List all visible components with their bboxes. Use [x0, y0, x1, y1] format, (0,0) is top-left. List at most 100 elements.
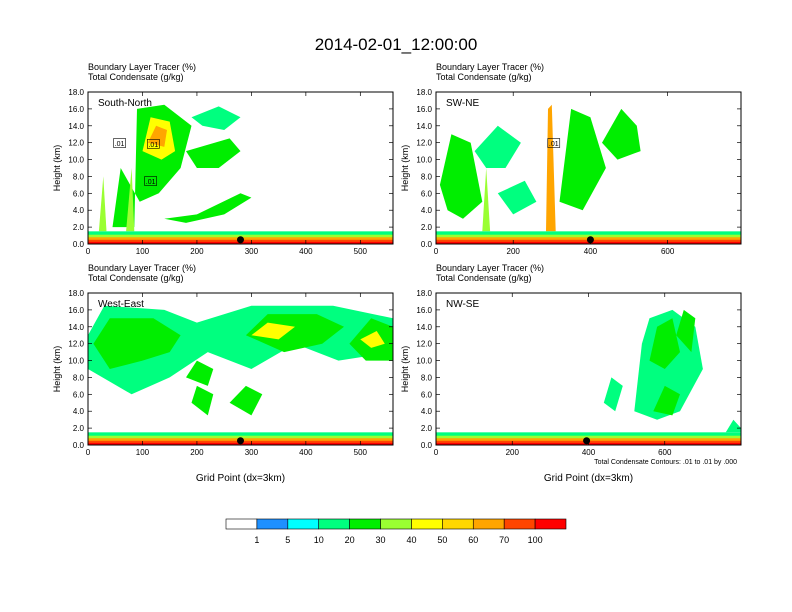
- panel-label: SW-NE: [446, 98, 479, 109]
- y-tick-label: 10.0: [416, 156, 432, 165]
- panel-2: Boundary Layer Tracer (%)Total Condensat…: [52, 263, 394, 484]
- contour-label-box: [547, 138, 561, 148]
- y-tick-label: 8.0: [421, 172, 433, 181]
- colorbar-label: 20: [345, 535, 355, 545]
- field-region: [164, 193, 252, 223]
- x-tick-label: 300: [245, 247, 259, 256]
- y-tick-label: 16.0: [68, 306, 84, 315]
- y-axis-label: Height (km): [400, 145, 410, 192]
- colorbar-box: [534, 518, 567, 530]
- x-tick-label: 0: [86, 448, 91, 457]
- colorbar-label: 50: [437, 535, 447, 545]
- field-region: [147, 125, 167, 147]
- y-tick-label: 2.0: [421, 223, 433, 232]
- panel-1: Boundary Layer Tracer (%)Total Condensat…: [400, 62, 742, 256]
- panels: Boundary Layer Tracer (%)Total Condensat…: [52, 62, 742, 484]
- y-tick-label: 8.0: [73, 373, 85, 382]
- x-tick-label: 500: [354, 247, 368, 256]
- colorbar-label: 30: [376, 535, 386, 545]
- y-tick-label: 12.0: [68, 340, 84, 349]
- colorbar-label: 40: [406, 535, 416, 545]
- colorbar-label: 1: [254, 535, 259, 545]
- surface-marker: [237, 437, 244, 445]
- x-tick-label: 400: [584, 247, 598, 256]
- y-tick-label: 0.0: [73, 240, 85, 249]
- field-region: [559, 108, 606, 211]
- contour-label: .01: [549, 141, 559, 148]
- x-tick-label: 400: [299, 247, 313, 256]
- field-region: [474, 125, 521, 168]
- x-tick-label: 200: [506, 448, 520, 457]
- field-region: [93, 318, 181, 369]
- x-tick-label: 0: [86, 247, 91, 256]
- x-tick-label: 400: [299, 448, 313, 457]
- y-tick-label: 4.0: [421, 206, 433, 215]
- field-region: [191, 385, 214, 416]
- colorbar-box: [318, 518, 350, 530]
- y-tick-label: 16.0: [416, 306, 432, 315]
- contour-note: Total Condensate Contours: .01 to .01 by…: [594, 459, 737, 466]
- colorbar-label: 10: [314, 535, 324, 545]
- panel-header: Boundary Layer Tracer (%): [436, 263, 544, 273]
- colorbar-box: [503, 518, 536, 530]
- field-region: [186, 360, 214, 386]
- x-tick-label: 500: [354, 448, 368, 457]
- y-tick-label: 18.0: [68, 88, 84, 97]
- y-tick-label: 0.0: [73, 441, 85, 450]
- field-region: [653, 385, 680, 416]
- x-axis-label: Grid Point (dx=3km): [544, 473, 633, 484]
- plot-frame: [435, 91, 742, 245]
- y-tick-label: 0.0: [421, 240, 433, 249]
- x-tick-label: 0: [434, 247, 439, 256]
- panel-header: Total Condensate (g/kg): [436, 273, 532, 283]
- colorbar: 1 5 10 20 30 40 50 60 70 100: [225, 518, 567, 545]
- panel-header: Boundary Layer Tracer (%): [436, 62, 544, 72]
- y-tick-label: 18.0: [416, 88, 432, 97]
- field-region: [603, 377, 623, 412]
- colorbar-box: [349, 518, 381, 530]
- y-tick-label: 16.0: [416, 105, 432, 114]
- y-tick-label: 10.0: [68, 357, 84, 366]
- plot-frame: [87, 91, 394, 245]
- panel-header: Total Condensate (g/kg): [88, 273, 184, 283]
- x-tick-label: 200: [507, 247, 521, 256]
- x-tick-label: 0: [434, 448, 439, 457]
- x-tick-label: 300: [245, 448, 259, 457]
- boundary-layer-band: [436, 241, 741, 244]
- y-tick-label: 8.0: [421, 373, 433, 382]
- y-axis-label: Height (km): [400, 346, 410, 393]
- y-tick-label: 2.0: [421, 424, 433, 433]
- y-tick-label: 4.0: [73, 206, 85, 215]
- field-region: [360, 331, 385, 348]
- colorbar-box: [225, 518, 258, 530]
- field-region: [186, 138, 241, 168]
- y-tick-label: 16.0: [68, 105, 84, 114]
- panel-0: Boundary Layer Tracer (%)Total Condensat…: [52, 62, 394, 256]
- y-axis-label: Height (km): [52, 346, 62, 393]
- x-tick-label: 200: [190, 247, 204, 256]
- y-tick-label: 18.0: [68, 289, 84, 298]
- y-tick-label: 12.0: [68, 139, 84, 148]
- x-tick-label: 200: [190, 448, 204, 457]
- colorbar-label: 70: [499, 535, 509, 545]
- panel-label: West-East: [98, 299, 144, 310]
- field-region: [251, 322, 295, 340]
- field-region: [497, 180, 537, 215]
- plot-area: [436, 293, 741, 445]
- surface-marker: [583, 437, 591, 445]
- colorbar-box: [472, 518, 505, 530]
- colorbar-box: [256, 518, 289, 530]
- y-axis-label: Height (km): [52, 145, 62, 192]
- panel-header: Total Condensate (g/kg): [436, 72, 532, 82]
- y-tick-label: 6.0: [421, 189, 433, 198]
- contour-label: .01: [148, 142, 158, 149]
- field-region: [649, 318, 680, 369]
- colorbar-box: [442, 518, 474, 530]
- field-region: [725, 419, 741, 433]
- contour-label: .01: [115, 141, 125, 148]
- panel-3: Boundary Layer Tracer (%)Total Condensat…: [400, 263, 742, 484]
- field-region: [229, 385, 263, 416]
- panel-label: South-North: [98, 98, 152, 109]
- panel-header: Boundary Layer Tracer (%): [88, 263, 196, 273]
- x-tick-label: 100: [136, 247, 150, 256]
